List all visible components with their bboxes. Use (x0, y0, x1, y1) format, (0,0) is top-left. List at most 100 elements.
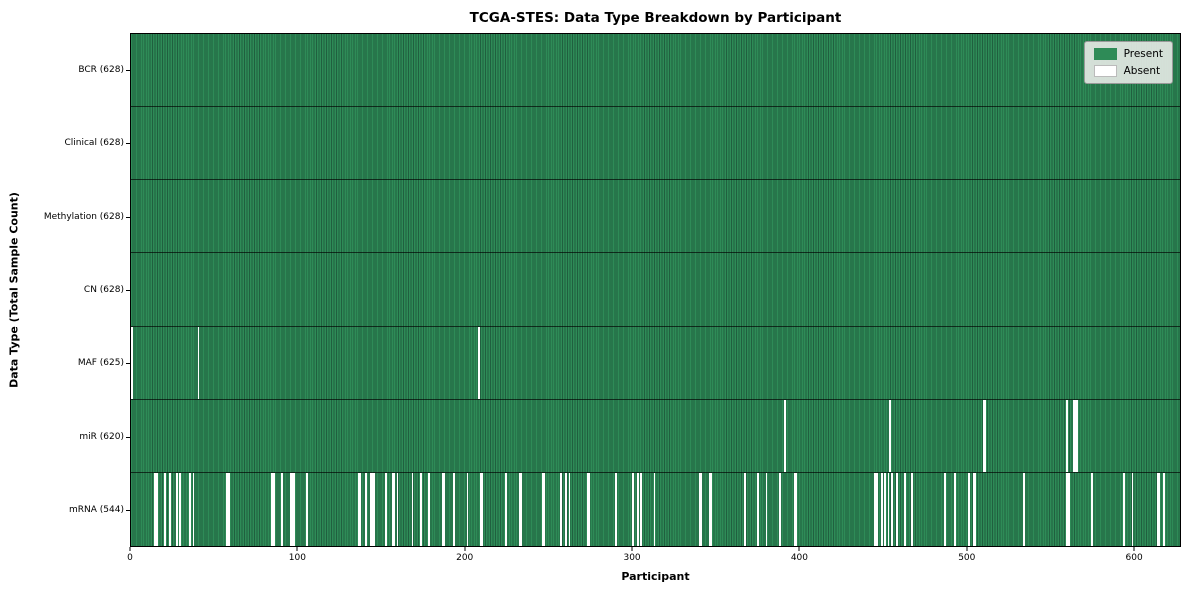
heatmap-row-BCR (131, 34, 1180, 108)
x-axis-title: Participant (621, 570, 690, 583)
absent-stripe (293, 472, 295, 546)
absent-stripe (795, 472, 798, 546)
absent-stripe (891, 472, 893, 546)
absent-stripe (1156, 472, 1159, 546)
y-tick-label-MAF: MAF (625) (77, 358, 124, 369)
x-tick-label-0: 0 (127, 553, 133, 563)
absent-stripe (480, 472, 482, 546)
absent-stripe (466, 472, 469, 546)
absent-swatch (1093, 65, 1117, 77)
y-tick-label-BCR: BCR (628) (78, 64, 124, 75)
legend-label-present: Present (1123, 48, 1163, 60)
y-tick-mark (126, 363, 130, 365)
y-axis-labels: BCR (628) Clinical (628) Methylation (628)… (0, 33, 124, 547)
x-tick-label-300: 300 (623, 553, 641, 563)
heatmap-row-miR (131, 399, 1180, 473)
x-tick-label-100: 100 (288, 553, 306, 563)
heatmap-row-Methylation (131, 180, 1180, 254)
absent-stripe (306, 472, 309, 546)
absent-stripe (369, 472, 372, 546)
absent-stripe (1076, 399, 1079, 472)
absent-stripe (518, 472, 521, 546)
heatmap-row-MAF (131, 326, 1180, 400)
absent-stripe (889, 399, 891, 472)
x-axis: 0 100 200 300 400 500 600 (127, 547, 1181, 577)
absent-stripe (393, 472, 395, 546)
absent-stripe (896, 472, 898, 546)
absent-stripe (520, 472, 522, 546)
x-tick-mark (464, 547, 466, 551)
absent-stripe (443, 472, 446, 546)
absent-stripe (887, 472, 890, 546)
absent-stripe (881, 472, 883, 546)
absent-stripe (974, 472, 977, 546)
y-tick-label-Clinical: Clinical (628) (64, 138, 124, 149)
x-tick-label-500: 500 (958, 553, 976, 563)
absent-stripe (911, 472, 913, 546)
y-tick-label-Methylation: Methylation (628) (43, 211, 124, 222)
absent-stripe (560, 472, 562, 546)
absent-stripe (1123, 472, 1125, 546)
x-tick-label-200: 200 (456, 553, 474, 563)
absent-stripe (1158, 472, 1160, 546)
absent-stripe (637, 472, 639, 546)
y-tick-mark (126, 436, 130, 438)
absent-stripe (541, 472, 544, 546)
absent-stripe (708, 472, 711, 546)
plot-area: Present Absent (130, 33, 1181, 547)
absent-stripe (411, 472, 414, 546)
heatmap-row-Clinical (131, 107, 1180, 181)
y-tick-mark (126, 69, 130, 71)
absent-stripe (794, 472, 796, 546)
absent-stripe (700, 472, 703, 546)
x-tick-mark (798, 547, 800, 551)
absent-stripe (653, 472, 656, 546)
absent-stripe (179, 472, 182, 546)
absent-stripe (982, 399, 985, 472)
absent-stripe (227, 472, 230, 546)
absent-stripe (226, 472, 228, 546)
x-tick-mark (966, 547, 968, 551)
x-tick-mark (129, 547, 131, 551)
x-tick-label-600: 600 (1125, 553, 1143, 563)
y-tick-label-miR: miR (620) (79, 431, 124, 442)
y-tick-label-mRNA: mRNA (544) (69, 505, 124, 516)
absent-stripe (197, 326, 200, 399)
absent-stripe (192, 472, 195, 546)
absent-stripe (291, 472, 293, 546)
absent-stripe (972, 472, 975, 546)
absent-stripe (478, 326, 481, 399)
absent-stripe (1066, 472, 1069, 546)
absent-stripe (396, 472, 399, 546)
absent-stripe (505, 472, 507, 546)
present-swatch (1093, 48, 1117, 60)
absent-stripe (632, 472, 634, 546)
absent-stripe (874, 472, 876, 546)
legend-label-absent: Absent (1123, 65, 1161, 77)
absent-stripe (744, 472, 746, 546)
absent-stripe (1163, 472, 1165, 546)
absent-stripe (156, 472, 158, 546)
absent-stripe (176, 472, 178, 546)
legend-item-present: Present (1093, 48, 1163, 60)
absent-stripe (359, 472, 362, 546)
absent-stripe (481, 472, 484, 546)
absent-stripe (784, 399, 786, 472)
absent-stripe (587, 472, 589, 546)
absent-stripe (169, 472, 172, 546)
absent-stripe (131, 326, 133, 399)
absent-stripe (384, 472, 387, 546)
absent-stripe (779, 472, 781, 546)
absent-stripe (289, 472, 292, 546)
y-tick-mark (126, 510, 130, 512)
absent-stripe (441, 472, 444, 546)
legend: Present Absent (1083, 41, 1173, 84)
absent-stripe (371, 472, 374, 546)
absent-stripe (757, 472, 760, 546)
x-tick-mark (296, 547, 298, 551)
absent-stripe (698, 472, 701, 546)
absent-stripe (1091, 472, 1094, 546)
absent-stripe (1074, 399, 1077, 472)
absent-stripe (391, 472, 394, 546)
